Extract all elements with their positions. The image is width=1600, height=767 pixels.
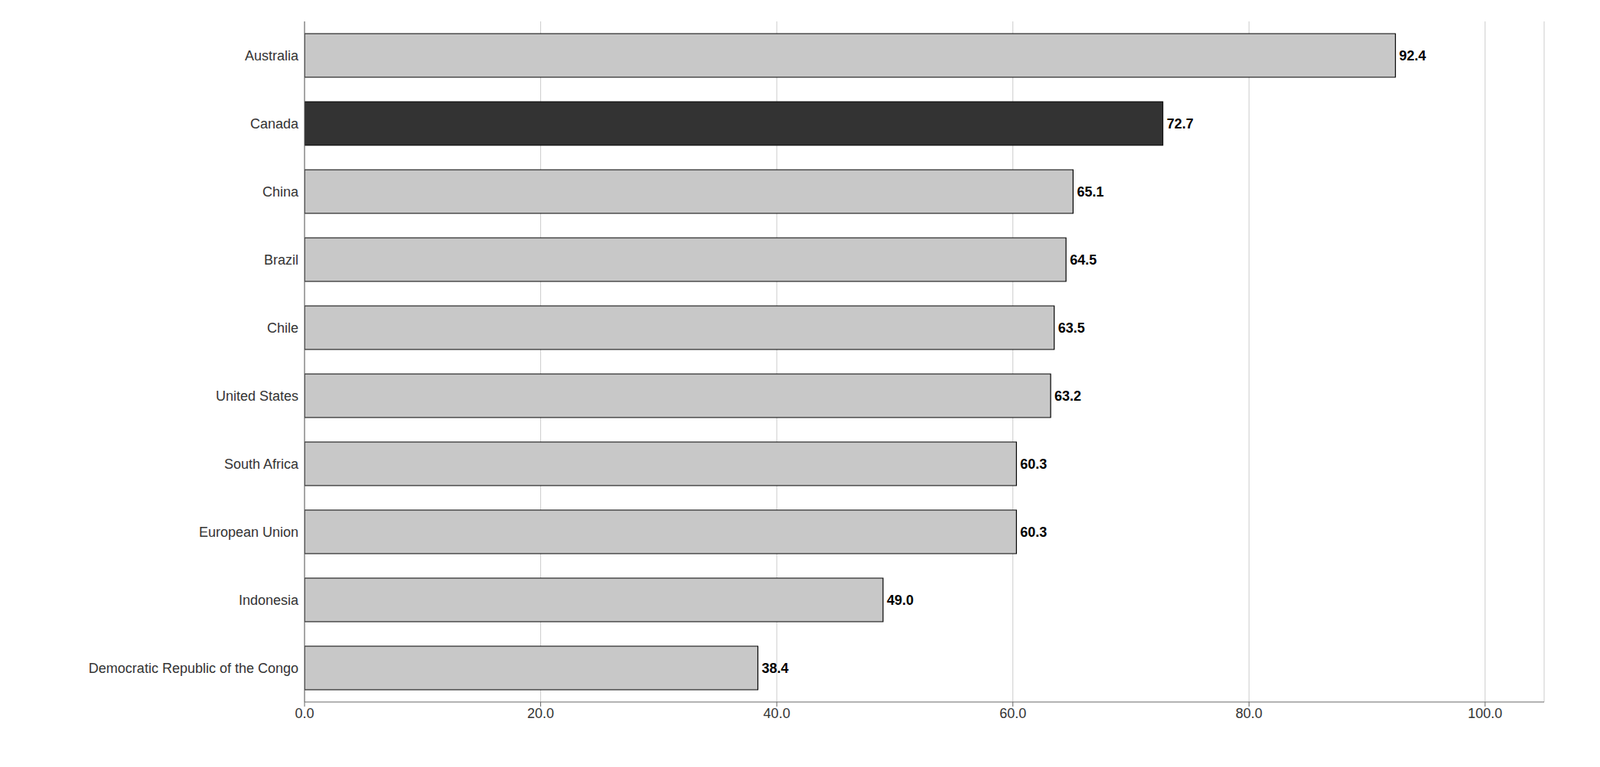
svg-text:Democratic Republic of the Con: Democratic Republic of the Congo — [88, 661, 299, 677]
svg-text:92.4: 92.4 — [1399, 48, 1427, 64]
svg-text:38.4: 38.4 — [761, 661, 789, 677]
svg-text:Indonesia: Indonesia — [238, 593, 300, 609]
svg-text:40.0: 40.0 — [763, 706, 791, 722]
svg-text:60.3: 60.3 — [1019, 524, 1047, 541]
svg-text:0.0: 0.0 — [294, 706, 314, 722]
svg-text:65.1: 65.1 — [1076, 184, 1104, 200]
svg-text:100.0: 100.0 — [1467, 706, 1503, 722]
svg-text:49.0: 49.0 — [886, 593, 914, 609]
svg-text:South Africa: South Africa — [224, 456, 300, 473]
svg-text:60.0: 60.0 — [999, 706, 1027, 722]
svg-text:Chile: Chile — [267, 320, 299, 336]
svg-text:64.5: 64.5 — [1069, 252, 1097, 268]
svg-text:63.5: 63.5 — [1058, 320, 1086, 336]
svg-text:Canada: Canada — [250, 116, 300, 132]
svg-text:China: China — [262, 184, 300, 200]
svg-text:Australia: Australia — [244, 48, 300, 64]
svg-text:80.0: 80.0 — [1235, 706, 1263, 722]
svg-text:Brazil: Brazil — [263, 252, 299, 268]
svg-text:20.0: 20.0 — [527, 706, 554, 722]
svg-text:European Union: European Union — [198, 524, 299, 541]
svg-text:United States: United States — [215, 388, 299, 405]
svg-text:63.2: 63.2 — [1054, 388, 1082, 405]
svg-text:60.3: 60.3 — [1019, 456, 1047, 473]
svg-text:72.7: 72.7 — [1166, 116, 1194, 132]
